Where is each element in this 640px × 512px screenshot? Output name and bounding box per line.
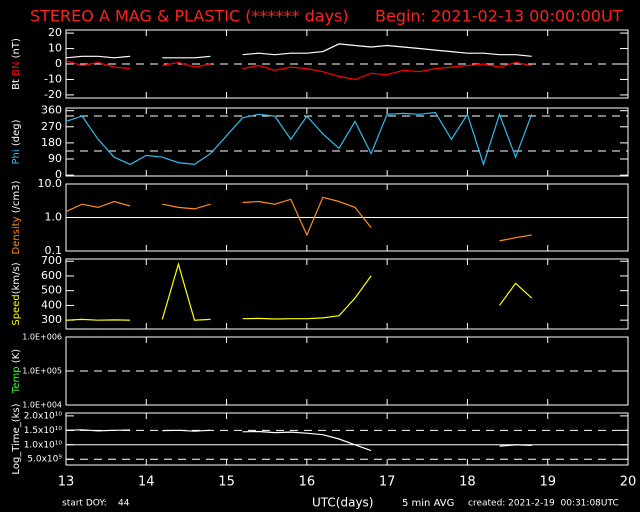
y-tick-label: 270 — [41, 120, 62, 133]
y-tick-label: 180 — [41, 136, 62, 149]
data-line — [65, 43, 532, 59]
x-tick-label: 19 — [539, 475, 556, 490]
y-tick-label: 0.1 — [45, 244, 63, 257]
avg: 5 min AVG — [402, 498, 454, 509]
begin-time: Begin: 2021-02-13 00:00:00UT — [375, 7, 623, 26]
y-tick-label: 1.0x10¹⁰ — [24, 440, 63, 450]
x-tick-label: 15 — [218, 475, 235, 490]
y-label-part: (K) — [11, 349, 22, 363]
data-line — [65, 196, 532, 242]
y-tick-label: 1.0 — [45, 211, 63, 224]
y-tick-label: 1.0E+005 — [22, 367, 62, 376]
panel-frame — [65, 107, 629, 177]
y-label-part: (nT) — [11, 38, 22, 58]
y-tick-label: 90 — [48, 152, 62, 165]
y-tick-label: 5.0x10⁹ — [27, 455, 62, 465]
x-tick-label: 20 — [620, 475, 637, 490]
y-tick-label: 400 — [41, 298, 62, 311]
y-tick-label: -20 — [44, 88, 62, 101]
x-tick-label: 14 — [138, 475, 155, 490]
data-line — [65, 111, 533, 167]
y-tick-label: 700 — [41, 254, 62, 267]
doy: 44 — [118, 499, 130, 509]
doy-label: start DOY: — [62, 499, 107, 509]
chart-title: STEREO A MAG & PLASTIC (****** days) — [30, 7, 349, 26]
y-tick-label: 0 — [55, 57, 62, 70]
y-tick-label: -10 — [44, 72, 62, 85]
y-tick-label: 1.0E+004 — [22, 401, 62, 410]
data-line — [65, 262, 533, 321]
x-axis-label: UTC(days) — [312, 496, 373, 510]
y-label-part: Bt — [11, 76, 22, 90]
y-axis-label: Bt BN (nT) — [11, 38, 22, 90]
y-tick-label: 2.0x10¹⁰ — [24, 411, 63, 421]
y-axis-label: Temp (K) — [11, 349, 22, 394]
y-label-part: Speed — [11, 294, 22, 325]
y-tick-label: 10.0 — [38, 177, 63, 190]
data-line — [65, 60, 532, 81]
panel-frame — [65, 412, 629, 466]
y-axis-label: Speed(km/s) — [11, 262, 22, 325]
y-label-part: (/cm3) — [11, 180, 22, 213]
y-label-part: Density — [11, 213, 22, 254]
y-label-part: Log_Time_(ks) — [11, 403, 22, 474]
y-tick-label: 1.0E+006 — [22, 333, 62, 342]
x-tick-label: 13 — [58, 475, 75, 490]
y-axis-label: Phi (deg) — [11, 119, 22, 164]
y-tick-label: 10 — [48, 42, 62, 55]
y-label-part: BN — [11, 58, 22, 76]
y-axis-label: Density (/cm3) — [11, 180, 22, 254]
y-label-part: (km/s) — [11, 262, 22, 294]
y-tick-label: 360 — [41, 104, 62, 117]
y-tick-label: 600 — [41, 269, 62, 282]
y-axis-label: Log_Time_(ks) — [11, 403, 22, 474]
y-label-part: Phi — [11, 146, 22, 164]
y-label-part: (deg) — [11, 119, 22, 146]
x-tick-label: 16 — [299, 475, 316, 490]
y-tick-label: 300 — [41, 313, 62, 326]
y-label-part: Temp — [11, 363, 22, 394]
y-tick-label: 500 — [41, 284, 62, 297]
x-tick-label: 17 — [379, 475, 396, 490]
data-line — [65, 429, 532, 452]
x-tick-label: 18 — [459, 475, 476, 490]
y-tick-label: 20 — [48, 26, 62, 39]
panel-frame — [65, 258, 629, 330]
y-tick-label: 0 — [55, 168, 62, 181]
created: created: 2021-2-19 00:31:08UTC — [468, 499, 619, 509]
y-tick-label: 1.5x10¹⁰ — [24, 426, 63, 436]
